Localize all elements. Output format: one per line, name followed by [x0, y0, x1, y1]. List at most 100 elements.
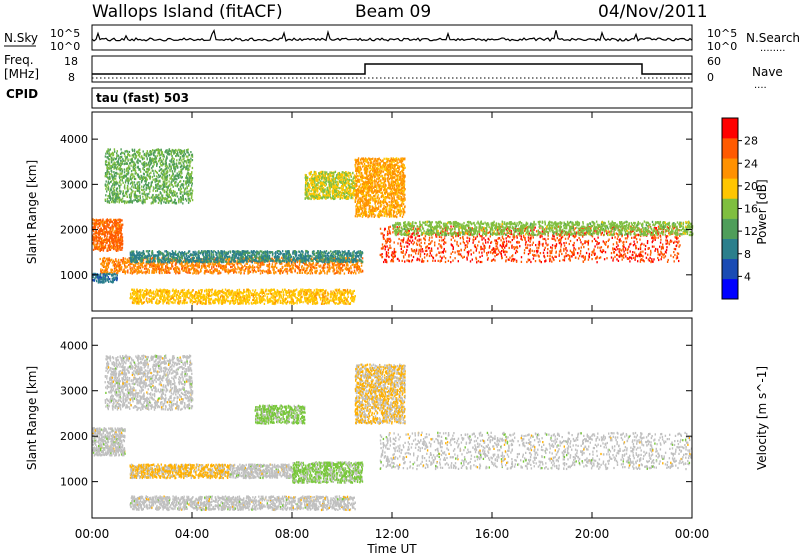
- freq-left-tick-top: 18: [64, 55, 78, 68]
- power-cell: [151, 202, 152, 204]
- power-cell: [116, 201, 117, 203]
- power-cell: [110, 227, 111, 229]
- power-cell: [111, 245, 112, 247]
- power-cell: [107, 247, 108, 249]
- nsky-left-tick-top: 10^5: [50, 27, 80, 40]
- power-cell: [96, 231, 97, 233]
- power-cell: [104, 239, 105, 241]
- nsky-right-tick-top: 10^5: [707, 27, 737, 40]
- beam-title: Beam 09: [355, 2, 431, 22]
- power-cell: [95, 235, 96, 237]
- power-cell: [96, 240, 97, 242]
- power-cell: [169, 200, 170, 202]
- power-cell: [111, 165, 112, 167]
- power-cell: [150, 157, 151, 159]
- power-cell: [138, 151, 139, 153]
- power-cell: [156, 175, 157, 177]
- power-cell: [147, 187, 148, 189]
- power-cell: [119, 230, 120, 232]
- power-cell: [98, 237, 99, 239]
- power-cell: [176, 159, 177, 161]
- power-cell: [158, 174, 159, 176]
- power-cell: [102, 233, 103, 235]
- power-cell: [108, 223, 109, 225]
- power-cell: [117, 228, 118, 230]
- power-cell: [109, 236, 110, 238]
- power-cell: [96, 222, 97, 224]
- power-cell: [119, 219, 120, 221]
- power-cell: [148, 162, 149, 164]
- power-cell: [156, 178, 157, 180]
- power-cell: [101, 248, 102, 250]
- power-cell: [164, 163, 165, 165]
- power-cell: [124, 168, 125, 170]
- power-cell: [140, 160, 141, 162]
- nave-key: ....: [754, 80, 767, 91]
- power-cell: [138, 195, 139, 197]
- power-cell: [113, 242, 114, 244]
- power-cell: [114, 221, 115, 223]
- power-cell: [148, 182, 149, 184]
- radar-summary-plot: Wallops Island (fitACF) Beam 09 04/Nov/2…: [0, 0, 800, 554]
- power-cell: [115, 193, 116, 195]
- power-cell: [168, 150, 169, 152]
- power-cell: [94, 248, 95, 250]
- power-cell: [169, 164, 170, 166]
- power-cell: [120, 184, 121, 186]
- power-cell: [192, 159, 193, 161]
- power-cell: [186, 191, 187, 193]
- power-cell: [142, 196, 143, 198]
- power-cell: [113, 219, 114, 221]
- power-cell: [139, 195, 140, 197]
- power-cell: [189, 161, 190, 163]
- power-cell: [96, 246, 97, 248]
- power-cell: [112, 221, 113, 223]
- power-cell: [114, 148, 115, 150]
- power-cell: [170, 192, 171, 194]
- power-cell: [114, 151, 115, 153]
- power-cell: [130, 188, 131, 190]
- power-cell: [171, 161, 172, 163]
- power-cell: [183, 162, 184, 164]
- power-cell: [120, 240, 121, 242]
- power-cell: [172, 202, 173, 204]
- power-cell: [105, 222, 106, 224]
- power-cell: [102, 222, 103, 224]
- power-cell: [141, 186, 142, 188]
- station-title: Wallops Island (fitACF): [92, 2, 283, 22]
- power-cell: [177, 195, 178, 197]
- power-cell: [144, 193, 145, 195]
- power-cell: [112, 239, 113, 241]
- power-cell: [109, 221, 110, 223]
- power-cell: [98, 232, 99, 234]
- power-cell: [146, 164, 147, 166]
- power-cell: [129, 194, 130, 196]
- power-cell: [144, 169, 145, 171]
- power-cell: [101, 238, 102, 240]
- power-cell: [166, 200, 167, 202]
- power-cell: [106, 229, 107, 231]
- power-cell: [176, 202, 177, 204]
- power-cell: [122, 247, 123, 249]
- power-cell: [166, 182, 167, 184]
- power-cell: [115, 222, 116, 224]
- power-cell: [120, 176, 121, 178]
- power-cell: [122, 236, 123, 238]
- power-cell: [96, 219, 97, 221]
- power-cell: [116, 241, 117, 243]
- freq-right-tick-bottom: 0: [707, 71, 714, 84]
- power-cell: [94, 225, 95, 227]
- power-cell: [92, 223, 93, 225]
- power-cell: [122, 224, 123, 226]
- power-cell: [124, 163, 125, 165]
- power-cell: [118, 240, 119, 242]
- freq-trace: [92, 64, 692, 74]
- power-cell: [109, 240, 110, 242]
- power-cell: [143, 186, 144, 188]
- power-cell: [121, 249, 122, 251]
- power-cell: [182, 202, 183, 204]
- power-cell: [117, 166, 118, 168]
- power-cell: [113, 179, 114, 181]
- nsky-label: N.Sky: [4, 31, 38, 45]
- power-cell: [106, 225, 107, 227]
